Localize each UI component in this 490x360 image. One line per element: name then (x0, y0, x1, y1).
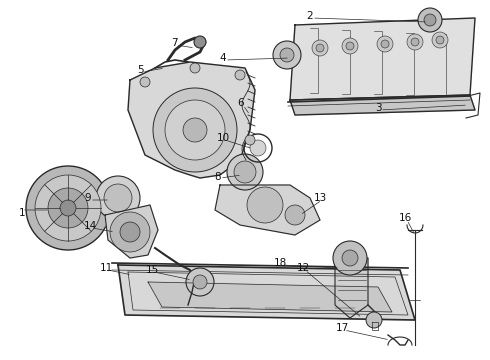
Circle shape (411, 38, 419, 46)
Circle shape (240, 163, 250, 173)
Circle shape (245, 135, 255, 145)
Circle shape (280, 48, 294, 62)
Text: 3: 3 (375, 103, 381, 113)
Circle shape (366, 312, 382, 328)
Circle shape (250, 140, 266, 156)
Text: 13: 13 (314, 193, 327, 203)
Circle shape (35, 175, 101, 241)
Circle shape (120, 222, 140, 242)
Circle shape (342, 38, 358, 54)
Polygon shape (290, 18, 475, 100)
Circle shape (342, 250, 358, 266)
Circle shape (424, 14, 436, 26)
Circle shape (190, 63, 200, 73)
Circle shape (333, 241, 367, 275)
Text: 8: 8 (215, 172, 221, 182)
Circle shape (235, 70, 245, 80)
Circle shape (273, 41, 301, 69)
Text: 5: 5 (137, 65, 143, 75)
Circle shape (316, 44, 324, 52)
Circle shape (60, 200, 76, 216)
Circle shape (186, 268, 214, 296)
Polygon shape (105, 205, 158, 258)
Circle shape (285, 205, 305, 225)
Circle shape (377, 36, 393, 52)
Circle shape (312, 40, 328, 56)
Text: 15: 15 (146, 265, 159, 275)
Text: 14: 14 (83, 221, 97, 231)
Circle shape (104, 184, 132, 212)
Circle shape (194, 36, 206, 48)
Circle shape (234, 161, 256, 183)
Text: 2: 2 (307, 11, 313, 21)
Text: 18: 18 (273, 258, 287, 268)
Text: 9: 9 (85, 193, 91, 203)
Text: 4: 4 (220, 53, 226, 63)
Circle shape (96, 176, 140, 220)
Circle shape (26, 166, 110, 250)
Text: 17: 17 (335, 323, 348, 333)
Circle shape (346, 42, 354, 50)
Circle shape (227, 154, 263, 190)
Circle shape (381, 40, 389, 48)
Polygon shape (215, 185, 320, 235)
Circle shape (418, 8, 442, 32)
Text: 10: 10 (217, 133, 229, 143)
Circle shape (183, 118, 207, 142)
Circle shape (193, 275, 207, 289)
Polygon shape (148, 282, 392, 312)
Circle shape (432, 32, 448, 48)
Text: 6: 6 (238, 98, 245, 108)
Text: 12: 12 (296, 263, 310, 273)
Circle shape (247, 187, 283, 223)
Text: 11: 11 (99, 263, 113, 273)
Circle shape (140, 77, 150, 87)
Polygon shape (128, 62, 255, 178)
Polygon shape (118, 265, 415, 320)
Text: 7: 7 (171, 38, 177, 48)
Circle shape (165, 100, 225, 160)
Text: 16: 16 (398, 213, 412, 223)
Circle shape (48, 188, 88, 228)
Circle shape (153, 88, 237, 172)
Circle shape (436, 36, 444, 44)
Text: 1: 1 (19, 208, 25, 218)
Circle shape (407, 34, 423, 50)
Polygon shape (290, 95, 475, 115)
Polygon shape (335, 258, 368, 318)
Circle shape (110, 212, 150, 252)
